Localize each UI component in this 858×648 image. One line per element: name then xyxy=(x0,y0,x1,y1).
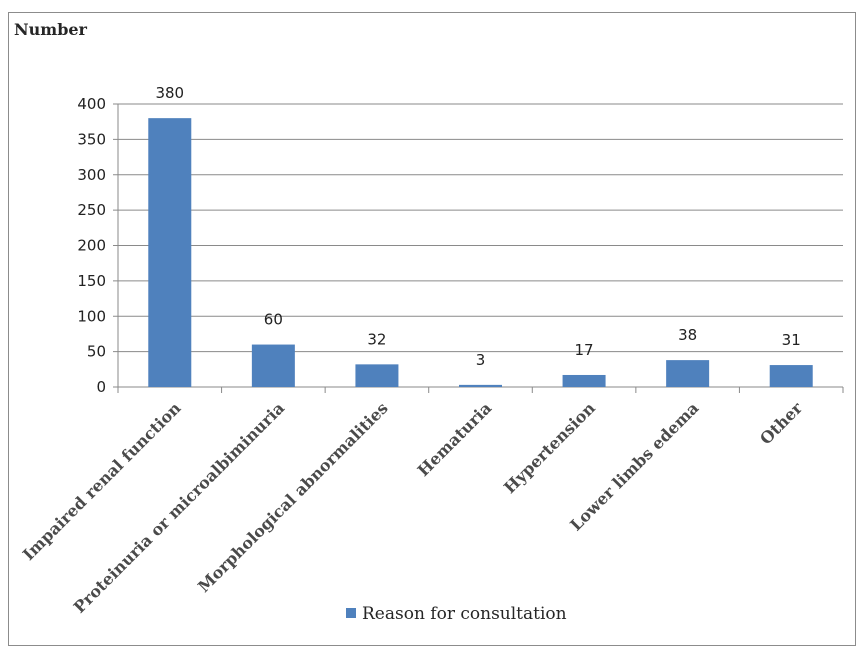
bar xyxy=(666,360,710,387)
category-label: Hypertension xyxy=(500,398,599,497)
gridlines xyxy=(118,103,843,353)
category-label: Morphological abnormalities xyxy=(194,398,392,596)
y-tick-label: 150 xyxy=(77,272,106,290)
data-label: 60 xyxy=(264,311,283,329)
data-label: 3 xyxy=(476,351,486,369)
axes xyxy=(113,103,844,393)
data-label: 380 xyxy=(155,84,184,102)
bar xyxy=(562,374,606,387)
y-tick-label: 0 xyxy=(96,378,106,396)
bar xyxy=(251,344,295,387)
data-labels: 380 60 32 3 17 38 31 xyxy=(155,84,800,369)
data-label: 32 xyxy=(367,330,386,348)
legend-label: Reason for consultation xyxy=(362,604,567,624)
y-tick-label: 200 xyxy=(77,237,106,255)
y-tick-label: 50 xyxy=(87,343,106,361)
y-tick-label: 100 xyxy=(77,307,106,325)
bar xyxy=(148,118,192,388)
y-tick-labels: 0 50 100 150 200 250 300 350 400 xyxy=(77,95,106,396)
bar xyxy=(459,384,502,387)
y-tick-label: 400 xyxy=(77,95,106,113)
category-label: Other xyxy=(756,398,806,448)
bar xyxy=(355,364,399,387)
legend: Reason for consultation xyxy=(346,604,567,624)
category-label: Hematuria xyxy=(414,398,496,480)
data-label: 31 xyxy=(782,331,801,349)
y-tick-label: 300 xyxy=(77,166,106,184)
category-label: Proteinuria or microalbiminuria xyxy=(70,398,288,616)
data-label: 38 xyxy=(678,326,697,344)
y-axis-title: Number xyxy=(14,20,88,39)
bars xyxy=(148,118,813,388)
legend-swatch xyxy=(346,608,356,618)
y-tick-label: 350 xyxy=(77,130,106,148)
y-tick-label: 250 xyxy=(77,201,106,219)
bar xyxy=(769,365,813,387)
data-label: 17 xyxy=(575,341,594,359)
